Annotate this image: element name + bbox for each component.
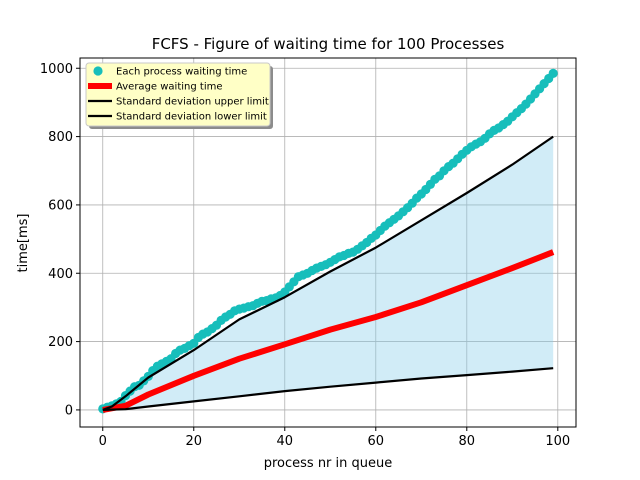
legend-upper-label: Standard deviation upper limit: [116, 97, 269, 108]
x-tick-label: 40: [276, 434, 293, 449]
x-tick-label: 100: [545, 434, 570, 449]
y-tick-label: 600: [48, 198, 73, 213]
legend-scatter-marker: [93, 66, 103, 76]
legend-average-label: Average waiting time: [116, 82, 222, 93]
average-line: [102, 249, 555, 413]
y-tick-label: 200: [48, 335, 73, 350]
x-axis-label: process nr in queue: [264, 456, 393, 471]
series-group: [98, 68, 558, 414]
axes-frame: [79, 57, 577, 428]
y-tick-label: 800: [48, 130, 73, 145]
y-tick-label: 1000: [40, 62, 73, 77]
x-tick-label: 80: [459, 434, 476, 449]
scatter-point: [548, 68, 558, 78]
std-lower-line: [102, 367, 554, 411]
legend-scatter-label: Each process waiting time: [116, 67, 247, 78]
x-tick-label: 60: [368, 434, 385, 449]
y-tick-label: 0: [65, 403, 73, 418]
legend-box: [85, 62, 271, 127]
std-upper-line: [102, 135, 554, 411]
legend-lower-label: Standard deviation lower limit: [116, 112, 267, 123]
y-tick-label: 400: [48, 267, 73, 282]
x-tick-label: 0: [99, 434, 107, 449]
y-axis-label: time[ms]: [16, 214, 31, 273]
chart-title: FCFS - Figure of waiting time for 100 Pr…: [152, 35, 505, 53]
legend: Each process waiting time Average waiting…: [85, 62, 273, 129]
x-tick-label: 20: [185, 434, 202, 449]
